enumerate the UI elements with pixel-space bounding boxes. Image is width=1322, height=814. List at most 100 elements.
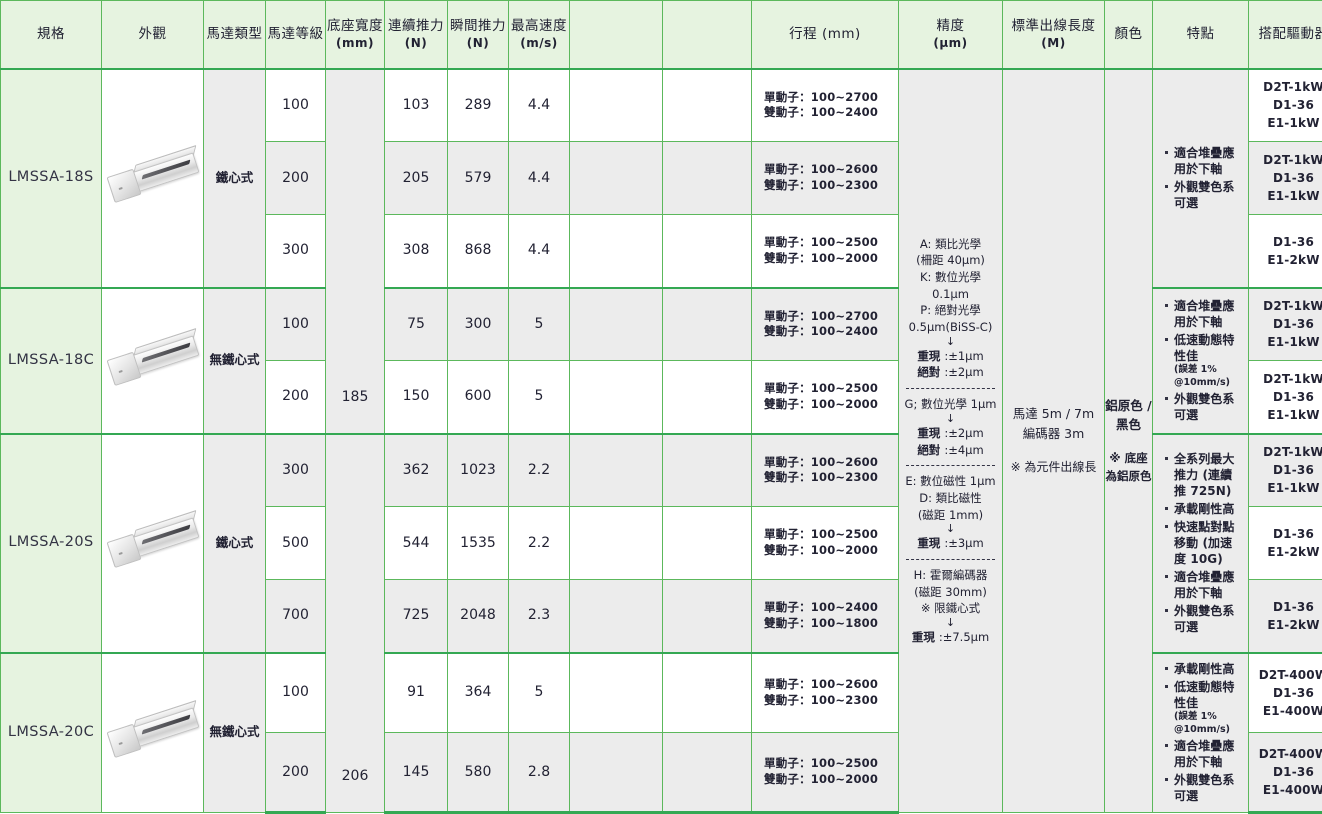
max-speed-cell: 5	[509, 653, 570, 733]
feature-item: 適合堆疊應用於下軸	[1174, 738, 1241, 770]
continuous-force-cell: 91	[385, 653, 448, 733]
accuracy-line: (磁距 30mm)	[902, 584, 999, 601]
driver-model: D2T-400W	[1249, 666, 1322, 684]
stroke-double: 雙動子：100~2300	[764, 693, 898, 709]
driver-model: D1-36	[1249, 598, 1322, 616]
empty-cell-1	[570, 653, 663, 733]
driver-model: D1-36	[1249, 96, 1322, 114]
empty-cell-2	[663, 215, 752, 288]
stroke-double: 雙動子：100~2400	[764, 105, 898, 121]
feature-subnote: (誤差 1% @10mm/s)	[1174, 711, 1241, 737]
motor-type-cell: 鐵心式	[204, 434, 266, 653]
stroke-single: 單動子：100~2500	[764, 756, 898, 772]
max-speed-cell: 4.4	[509, 69, 570, 142]
driver-model: E1-2kW	[1249, 616, 1322, 634]
stroke-double: 雙動子：100~2300	[764, 178, 898, 194]
color-line-2: 黑色	[1105, 415, 1152, 434]
driver-model: D1-36	[1249, 684, 1322, 702]
accuracy-result: 重現 :±3μm	[902, 535, 999, 552]
color-cell: 鋁原色 /黑色※ 底座為鋁原色	[1105, 69, 1153, 813]
base-width-cell: 206	[326, 434, 385, 813]
divider	[906, 465, 995, 466]
empty-cell-2	[663, 653, 752, 733]
driver-model: D1-36	[1249, 315, 1322, 333]
col-header-empty-2	[663, 1, 752, 69]
accuracy-line: (柵距 40μm)	[902, 252, 999, 269]
stroke-single: 單動子：100~2400	[764, 600, 898, 616]
feature-item: 低速動態特性佳(誤差 1% @10mm/s)	[1174, 332, 1241, 390]
empty-cell-1	[570, 69, 663, 142]
product-photo-cell	[102, 69, 204, 288]
peak-force-cell: 289	[448, 69, 509, 142]
empty-cell-1	[570, 288, 663, 361]
empty-cell-2	[663, 580, 752, 653]
empty-cell-2	[663, 434, 752, 507]
accuracy-result: 重現 :±7.5μm	[902, 629, 999, 646]
table-header: 規格 外觀 馬達類型 馬達等級 底座寬度(mm) 連續推力(N) 瞬間推力(N)…	[1, 1, 1322, 69]
linear-actuator-image	[102, 707, 203, 759]
peak-force-cell: 579	[448, 142, 509, 215]
continuous-force-cell: 544	[385, 507, 448, 580]
motor-grade-cell: 700	[266, 580, 326, 653]
driver-model: D1-36	[1249, 169, 1322, 187]
empty-cell-2	[663, 507, 752, 580]
accuracy-result: 絕對 :±2μm	[902, 364, 999, 381]
accuracy-result: 重現 :±2μm	[902, 425, 999, 442]
continuous-force-cell: 103	[385, 69, 448, 142]
down-arrow-icon: ↓	[902, 413, 999, 425]
spec-name-cell: LMSSA-18C	[1, 288, 102, 434]
stroke-single: 單動子：100~2700	[764, 90, 898, 106]
linear-actuator-image	[102, 335, 203, 387]
feature-list: 承載剛性高低速動態特性佳(誤差 1% @10mm/s)適合堆疊應用於下軸外觀雙色…	[1162, 661, 1241, 804]
driver-model: D1-36	[1249, 388, 1322, 406]
peak-force-cell: 1023	[448, 434, 509, 507]
feature-subnote: (誤差 1% @10mm/s)	[1174, 364, 1241, 390]
motor-type-cell: 無鐵心式	[204, 653, 266, 813]
driver-model: E1-1kW	[1249, 406, 1322, 424]
spec-name-cell: LMSSA-18S	[1, 69, 102, 288]
driver-model: E1-1kW	[1249, 333, 1322, 351]
motor-type-cell: 無鐵心式	[204, 288, 266, 434]
max-speed-cell: 2.8	[509, 732, 570, 812]
col-header-accuracy: 精度(μm)	[899, 1, 1003, 69]
driver-model: D2T-1kW	[1249, 151, 1322, 169]
peak-force-cell: 364	[448, 653, 509, 733]
stroke-double: 雙動子：100~2000	[764, 543, 898, 559]
max-speed-cell: 4.4	[509, 142, 570, 215]
continuous-force-cell: 75	[385, 288, 448, 361]
motor-grade-cell: 500	[266, 507, 326, 580]
driver-model: D2T-1kW	[1249, 78, 1322, 96]
driver-model: D1-36	[1249, 525, 1322, 543]
features-cell: 適合堆疊應用於下軸低速動態特性佳(誤差 1% @10mm/s)外觀雙色系可選	[1153, 288, 1249, 434]
col-header-appearance: 外觀	[102, 1, 204, 69]
accuracy-result: 絕對 :±4μm	[902, 442, 999, 459]
accuracy-result: 重現 :±1μm	[902, 348, 999, 365]
driver-model: D2T-1kW	[1249, 370, 1322, 388]
col-header-cable-length: 標準出線長度(M)	[1003, 1, 1105, 69]
color-line-1: 鋁原色 /	[1105, 396, 1152, 415]
down-arrow-icon: ↓	[902, 336, 999, 348]
peak-force-cell: 868	[448, 215, 509, 288]
col-header-motor-type: 馬達類型	[204, 1, 266, 69]
peak-force-cell: 580	[448, 732, 509, 812]
empty-cell-1	[570, 732, 663, 812]
col-header-driver: 搭配驅動器	[1249, 1, 1322, 69]
feature-item: 低速動態特性佳(誤差 1% @10mm/s)	[1174, 679, 1241, 737]
accuracy-line: E: 數位磁性 1μm	[902, 473, 999, 490]
feature-list: 適合堆疊應用於下軸低速動態特性佳(誤差 1% @10mm/s)外觀雙色系可選	[1162, 298, 1241, 424]
